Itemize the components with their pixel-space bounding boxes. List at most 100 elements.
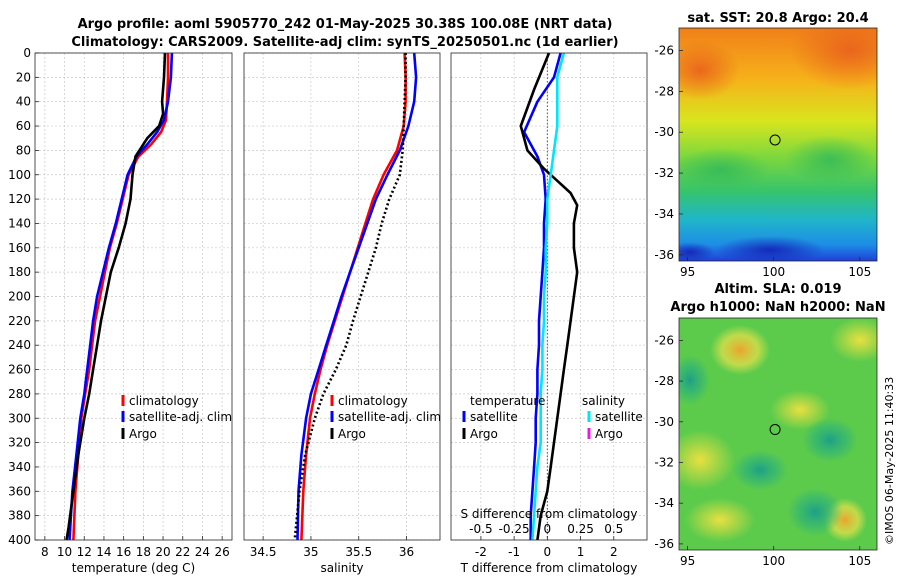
sla-high-patch — [685, 498, 755, 542]
x-tick-label: 36 — [399, 545, 414, 559]
map-x-tick-label: 105 — [848, 554, 871, 568]
axes-frame — [243, 52, 441, 541]
x-tick-label: -1 — [508, 545, 520, 559]
sst-warm-patch — [679, 40, 740, 100]
sst-heatmap — [679, 28, 877, 261]
x-tick-label: 34.5 — [250, 545, 277, 559]
main-title-line-2: Climatology: CARS2009. Satellite-adj cli… — [71, 35, 618, 50]
y-tick-label: 80 — [16, 143, 31, 157]
argo-location-marker — [769, 134, 781, 146]
y-tick-label: 200 — [8, 290, 31, 304]
map-y-tick-label: -30 — [654, 125, 674, 139]
sla-map-axes: 95 100 105 -26 -28 -30 -32 -34 -36 — [654, 317, 878, 568]
map-x-tick-label: 95 — [680, 265, 695, 279]
x-tick-label: 10 — [57, 545, 72, 559]
sst-cold-patch — [715, 236, 825, 261]
salinity-panel: 34.5 35 35.5 36 salinity — [243, 52, 441, 575]
y-tick-label: 340 — [8, 460, 31, 474]
map-y-tick-label: -32 — [654, 455, 674, 469]
sla-high-patch — [770, 390, 830, 430]
y-tick-label: 260 — [8, 363, 31, 377]
map-y-tick-label: -26 — [654, 43, 674, 57]
y-tick-label: 240 — [8, 338, 31, 352]
series-line-argo — [519, 52, 579, 541]
legend-label-argo: Argo — [338, 427, 366, 441]
x-tick-label: 24 — [195, 545, 210, 559]
y-tick-label: 0 — [23, 46, 31, 60]
sst-green-patch — [785, 135, 875, 185]
map-x-tick-label: 100 — [762, 265, 785, 279]
y-tick-label: 360 — [8, 484, 31, 498]
axes-frame — [450, 52, 648, 541]
map-y-tick-label: -32 — [654, 166, 674, 180]
series-line-satellite-adj-clim — [296, 52, 418, 541]
sla-heatmap — [679, 318, 877, 550]
x-tick-label: 22 — [175, 545, 190, 559]
map-y-tick-label: -28 — [654, 84, 674, 98]
map-frame — [678, 317, 878, 551]
sla-low-patch — [732, 450, 788, 490]
map-x-tick-label: 100 — [762, 554, 785, 568]
sla-low-patch — [679, 355, 710, 405]
y-tick-label: 180 — [8, 265, 31, 279]
s-difference-label: S difference from climatology — [461, 507, 638, 521]
series-line-satellite — [522, 52, 562, 540]
y-tick-label: 160 — [8, 241, 31, 255]
legend-label-temp-argo: Argo — [470, 427, 498, 441]
y-tick-label: 100 — [8, 168, 31, 182]
x-tick-label: 26 — [215, 545, 230, 559]
map-x-tick-label: 105 — [848, 265, 871, 279]
sla-low-patch — [802, 418, 858, 462]
x-tick-label: 20 — [155, 545, 170, 559]
s-difference-ticks: -0.5 -0.25 0 0.25 0.5 — [469, 522, 623, 536]
legend-label-climatology: climatology — [338, 394, 408, 408]
x-tick-label: 18 — [136, 545, 151, 559]
difference-legend: temperature salinity satellite Argo sate… — [462, 394, 643, 441]
sst-map-title: sat. SST: 20.8 Argo: 20.4 — [687, 11, 868, 26]
legend-label-argo: Argo — [129, 427, 157, 441]
series-line-argo — [293, 53, 407, 541]
sst-warm-patch — [790, 28, 877, 90]
difference-panel: -2 -1 0 1 2 T difference from climatology — [450, 52, 648, 575]
x-tick-label: 2 — [610, 545, 618, 559]
legend-label-satellite-adj: satellite-adj. clim — [338, 410, 441, 424]
x-axis-label: temperature (deg C) — [72, 561, 195, 575]
map-y-tick-label: -28 — [654, 374, 674, 388]
salinity-legend: climatology satellite-adj. clim Argo — [330, 394, 441, 441]
temperature-panel: 8 10 12 14 16 18 20 22 24 26020406080100120140160… — [8, 46, 233, 575]
imos-credit: ©IMOS 06-May-2025 11:40:33 — [883, 377, 896, 545]
y-tick-label: 400 — [8, 533, 31, 547]
legend-label-climatology: climatology — [129, 394, 199, 408]
legend-label-sal-argo: Argo — [595, 427, 623, 441]
series-line-satellite-adj-clim — [68, 52, 174, 541]
y-tick-label: 320 — [8, 436, 31, 450]
sla-high-patch — [679, 430, 735, 490]
sla-low-patch — [787, 488, 843, 536]
y-tick-label: 120 — [8, 192, 31, 206]
x-axis-label: salinity — [320, 561, 363, 575]
x-tick-label: 0 — [544, 545, 552, 559]
sst-cold-patch — [679, 242, 715, 261]
legend-label-temp-satellite: satellite — [470, 410, 518, 424]
sla-map-title-line-1: Altim. SLA: 0.019 — [715, 282, 842, 297]
series-line-argo — [65, 52, 167, 541]
map-y-tick-label: -36 — [654, 537, 674, 551]
s-tick-label: 0 — [544, 522, 552, 536]
map-y-tick-label: -36 — [654, 248, 674, 262]
y-tick-label: 380 — [8, 509, 31, 523]
x-tick-label: 35 — [303, 545, 318, 559]
y-tick-label: 220 — [8, 314, 31, 328]
y-tick-label: 140 — [8, 216, 31, 230]
y-tick-label: 280 — [8, 387, 31, 401]
argo-location-marker — [769, 424, 781, 436]
sst-green-patch — [679, 148, 770, 192]
x-axis-label: T difference from climatology — [460, 561, 638, 575]
main-title-line-1: Argo profile: aoml 5905770_242 01-May-20… — [78, 17, 613, 32]
sla-high-patch — [710, 325, 770, 375]
map-y-tick-label: -30 — [654, 415, 674, 429]
y-tick-label: 40 — [16, 95, 31, 109]
sla-map-title-line-2: Argo h1000: NaN h2000: NaN — [670, 300, 885, 315]
legend-label-satellite-adj: satellite-adj. clim — [129, 410, 232, 424]
s-tick-label: 0.5 — [604, 522, 623, 536]
